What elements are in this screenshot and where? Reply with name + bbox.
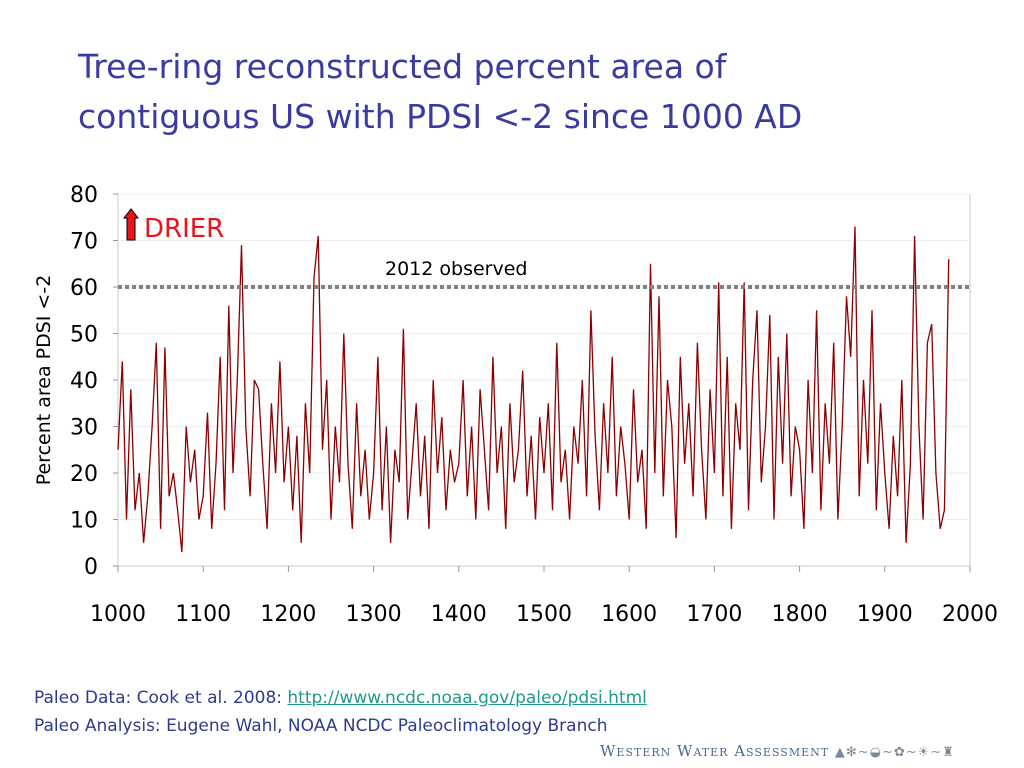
slide-title: Tree-ring reconstructed percent area of … <box>78 42 978 142</box>
y-tick-label: 70 <box>70 230 98 255</box>
drier-label: DRIER <box>144 214 224 244</box>
x-tick-label: 1300 <box>346 602 402 627</box>
x-tick-label: 1000 <box>90 602 146 627</box>
title-line-1: Tree-ring reconstructed percent area of <box>78 47 727 86</box>
y-tick-label: 30 <box>70 416 98 441</box>
x-tick-label: 1500 <box>516 602 572 627</box>
footer-data-source: Paleo Data: Cook et al. 2008: http://www… <box>34 688 647 708</box>
logo-text: Western Water Assessment <box>600 742 830 760</box>
y-tick-label: 80 <box>70 183 98 208</box>
western-water-assessment-logo: Western Water Assessment ▲✻∼◒∼✿∼☀∼♜ <box>600 742 955 760</box>
pdsi-data-link[interactable]: http://www.ncdc.noaa.gov/paleo/pdsi.html <box>287 688 647 708</box>
drier-arrow-icon <box>122 208 140 241</box>
y-tick-label: 20 <box>70 462 98 487</box>
y-tick-label: 40 <box>70 369 98 394</box>
series-line <box>117 226 950 553</box>
y-tick-label: 10 <box>70 509 98 534</box>
title-line-2: contiguous US with PDSI <-2 since 1000 A… <box>78 97 803 136</box>
y-tick-label: 60 <box>70 276 98 301</box>
footer-data-prefix: Paleo Data: Cook et al. 2008: <box>34 688 288 708</box>
y-tick-label: 50 <box>70 323 98 348</box>
x-tick-label: 2000 <box>942 602 998 627</box>
x-tick-label: 1800 <box>772 602 828 627</box>
y-axis-label: Percent area PDSI <-2 <box>33 275 55 486</box>
x-tick-label: 1400 <box>431 602 487 627</box>
reference-line-label: 2012 observed <box>385 258 527 280</box>
x-tick-label: 1900 <box>857 602 913 627</box>
y-tick-label: 0 <box>84 555 98 580</box>
footer-analysis-credit: Paleo Analysis: Eugene Wahl, NOAA NCDC P… <box>34 716 608 736</box>
x-tick-label: 1600 <box>601 602 657 627</box>
x-tick-label: 1200 <box>260 602 316 627</box>
x-tick-label: 1700 <box>686 602 742 627</box>
x-tick-label: 1100 <box>175 602 231 627</box>
drought-area-chart: 0 10 20 30 40 50 60 70 80 1000 1100 1200 1300 1400 150… <box>33 183 998 627</box>
